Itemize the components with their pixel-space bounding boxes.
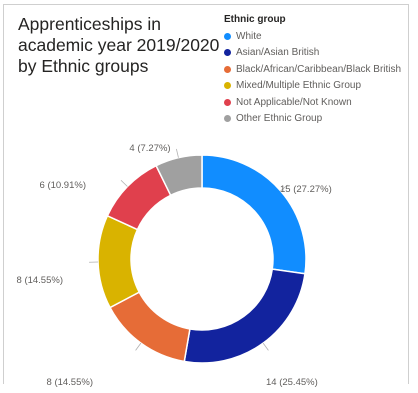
legend-swatch [224, 65, 231, 73]
donut-slice[interactable] [109, 291, 191, 363]
legend-label: Mixed/Multiple Ethnic Group [236, 80, 362, 92]
slice-leader-line [262, 342, 269, 351]
legend-swatch [224, 115, 231, 123]
chart-title-line-1: Apprenticeships in [18, 14, 161, 34]
legend-item[interactable]: White [224, 28, 414, 45]
legend-label: White [236, 30, 262, 42]
slice-leader-line [176, 148, 179, 158]
legend-item[interactable]: Black/African/Caribbean/Black British [224, 61, 414, 78]
legend-items: White Asian/Asian British Black/African/Ca… [224, 28, 414, 127]
legend-swatch [224, 32, 231, 40]
chart-legend: Ethnic group White Asian/Asian British Bla… [224, 14, 414, 127]
chart-title-line-2: academic year 2019/2020 [18, 35, 220, 55]
chart-title-line-3: by Ethnic groups [18, 56, 149, 76]
donut-slice[interactable] [97, 214, 141, 309]
slice-leader-line [280, 184, 288, 192]
slice-leader-line [120, 179, 128, 187]
legend-title: Ethnic group [224, 14, 286, 25]
legend-swatch [224, 49, 231, 57]
slice-data-label: 14 (25.45%) [266, 377, 318, 388]
legend-label: Other Ethnic Group [236, 113, 323, 125]
legend-item[interactable]: Other Ethnic Group [224, 111, 414, 128]
slice-data-label: 8 (14.55%) [17, 275, 63, 286]
donut-slice[interactable] [183, 268, 306, 364]
slice-leader-line [135, 342, 142, 351]
legend-item[interactable]: Asian/Asian British [224, 45, 414, 62]
legend-item[interactable]: Mixed/Multiple Ethnic Group [224, 78, 414, 95]
slice-data-label: 4 (7.27%) [129, 143, 170, 154]
legend-item[interactable]: Not Applicable/Not Known [224, 94, 414, 111]
chart-card [3, 4, 409, 384]
donut-slice[interactable] [201, 154, 307, 275]
legend-label: Black/African/Caribbean/Black British [236, 63, 402, 75]
chart-title: Apprenticeships in academic year 2019/20… [18, 14, 220, 77]
donut-slice[interactable] [155, 154, 203, 197]
legend-swatch [224, 98, 231, 106]
legend-swatch [224, 82, 231, 90]
slice-data-label: 15 (27.27%) [280, 184, 332, 195]
legend-label: Asian/Asian British [236, 47, 320, 59]
slice-data-label: 8 (14.55%) [47, 377, 93, 388]
slice-data-label: 6 (10.91%) [40, 180, 86, 191]
legend-label: Not Applicable/Not Known [236, 96, 352, 108]
